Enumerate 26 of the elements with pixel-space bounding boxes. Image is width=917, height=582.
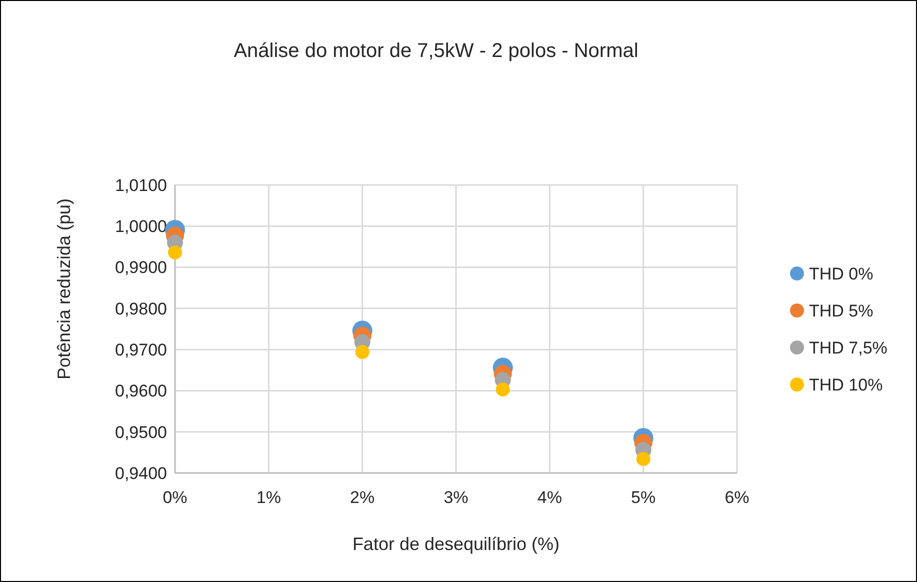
x-tick-label: 5% (631, 488, 656, 507)
y-tick-label: 1,0000 (115, 217, 167, 236)
x-tick-label: 2% (350, 488, 375, 507)
point (168, 245, 182, 260)
y-tick-label: 0,9500 (115, 422, 167, 442)
y-tick-label: 0,9400 (115, 464, 167, 483)
x-axis-title: Fator de desequilíbrio (%) (352, 534, 560, 554)
legend-label: THD 10% (809, 375, 883, 394)
legend-label: THD 7,5% (809, 338, 888, 358)
y-tick-label: 0,9900 (115, 258, 167, 278)
chart-title: Análise do motor de 7,5kW - 2 polos - Normal (234, 40, 638, 62)
point (636, 452, 650, 466)
x-tick-label: 0% (162, 488, 188, 507)
y-tick-label: 0,9800 (115, 299, 167, 318)
y-tick-label: 0,9700 (115, 340, 167, 360)
x-tick-label: 1% (256, 488, 281, 507)
point (496, 382, 510, 396)
y-tick-label: 1,0100 (115, 176, 167, 195)
legend-label: THD 5% (809, 301, 874, 320)
y-tick-label: 0,9600 (115, 382, 167, 401)
x-tick-label: 3% (444, 488, 468, 507)
x-tick-label: 6% (724, 488, 750, 507)
y-axis-title: Potência reduzida (pu) (54, 198, 74, 380)
x-tick-label: 4% (537, 488, 562, 507)
legend-label: THD 0% (809, 264, 874, 284)
point (355, 345, 370, 360)
